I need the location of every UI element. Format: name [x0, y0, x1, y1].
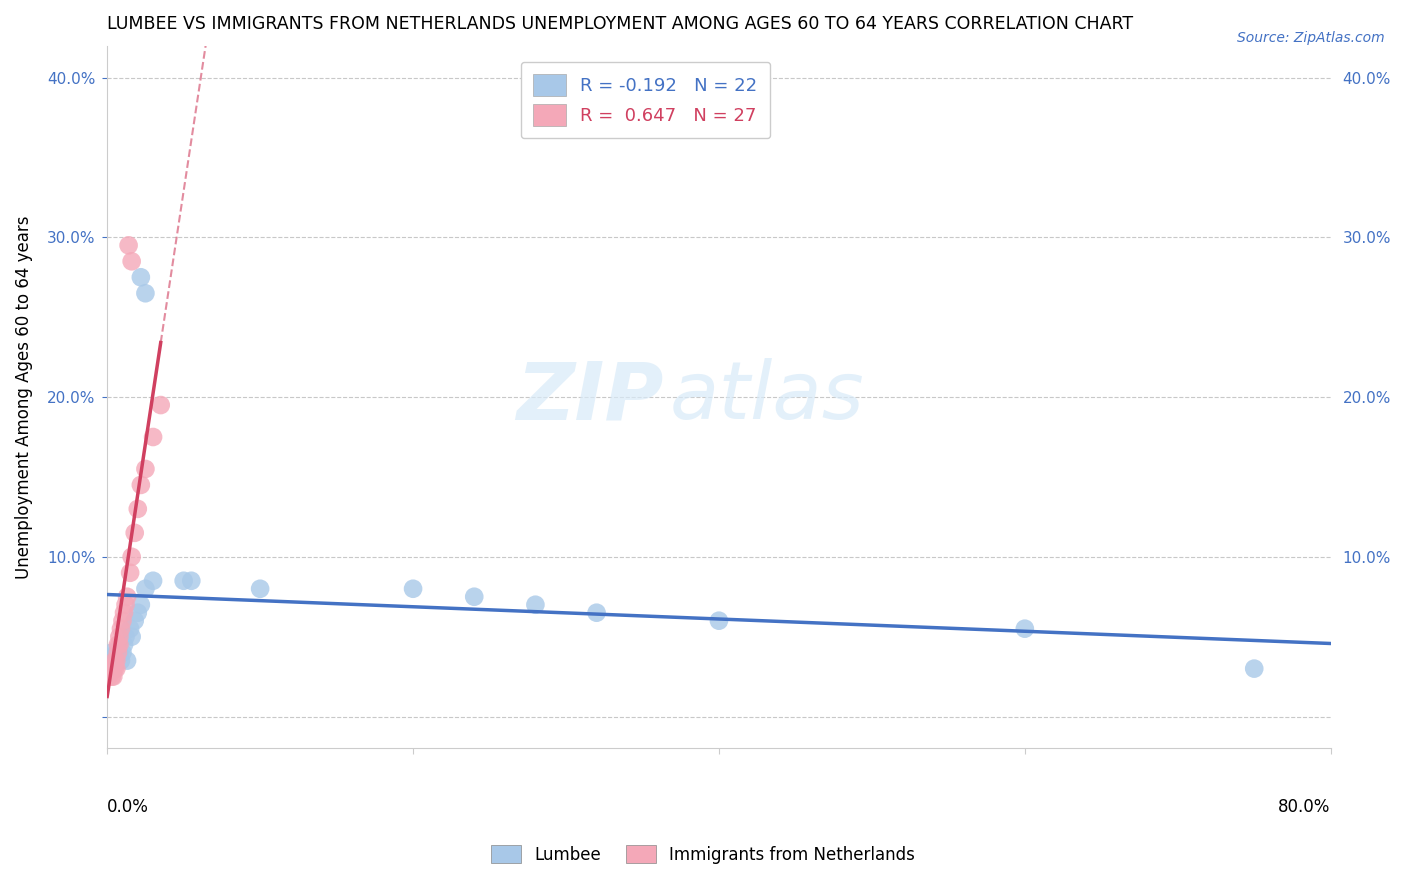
Point: [524, 598, 547, 612]
Point: [1014, 622, 1036, 636]
Point: [111, 646, 134, 660]
Point: [115, 654, 138, 668]
Point: [117, 238, 139, 252]
Point: [142, 430, 165, 444]
Point: [105, 646, 128, 660]
Legend: Lumbee, Immigrants from Netherlands: Lumbee, Immigrants from Netherlands: [484, 838, 922, 871]
Point: [249, 582, 271, 596]
Point: [127, 501, 149, 516]
Point: [107, 638, 129, 652]
Point: [104, 654, 127, 668]
Point: [129, 270, 152, 285]
Point: [103, 662, 125, 676]
Point: [173, 574, 195, 588]
Point: [108, 646, 131, 660]
Point: [402, 582, 425, 596]
Point: [110, 622, 132, 636]
Point: [129, 478, 152, 492]
Point: [97, 670, 120, 684]
Text: 80.0%: 80.0%: [1278, 797, 1330, 815]
Text: 0.0%: 0.0%: [107, 797, 149, 815]
Point: [111, 614, 134, 628]
Point: [1243, 662, 1265, 676]
Point: [105, 654, 128, 668]
Point: [121, 549, 143, 564]
Point: [105, 662, 128, 676]
Point: [463, 590, 485, 604]
Point: [129, 598, 152, 612]
Point: [112, 606, 135, 620]
Point: [149, 398, 172, 412]
Point: [107, 646, 129, 660]
Point: [121, 630, 143, 644]
Point: [108, 630, 131, 644]
Point: [134, 286, 156, 301]
Point: [120, 566, 142, 580]
Point: [134, 462, 156, 476]
Point: [101, 646, 124, 660]
Point: [585, 606, 607, 620]
Point: [120, 622, 142, 636]
Point: [104, 654, 127, 668]
Point: [104, 662, 127, 676]
Point: [124, 614, 146, 628]
Point: [124, 525, 146, 540]
Point: [112, 638, 135, 652]
Point: [108, 638, 131, 652]
Point: [114, 598, 136, 612]
Point: [121, 254, 143, 268]
Point: [115, 590, 138, 604]
Legend: R = -0.192   N = 22, R =  0.647   N = 27: R = -0.192 N = 22, R = 0.647 N = 27: [520, 62, 770, 138]
Point: [134, 582, 156, 596]
Point: [107, 646, 129, 660]
Point: [110, 654, 132, 668]
Point: [707, 614, 730, 628]
Text: atlas: atlas: [671, 358, 865, 436]
Text: Source: ZipAtlas.com: Source: ZipAtlas.com: [1237, 31, 1385, 45]
Y-axis label: Unemployment Among Ages 60 to 64 years: Unemployment Among Ages 60 to 64 years: [15, 215, 32, 579]
Point: [101, 662, 124, 676]
Text: ZIP: ZIP: [516, 358, 664, 436]
Point: [103, 670, 125, 684]
Point: [114, 630, 136, 644]
Point: [101, 670, 124, 684]
Point: [127, 606, 149, 620]
Point: [142, 574, 165, 588]
Point: [98, 662, 121, 676]
Text: LUMBEE VS IMMIGRANTS FROM NETHERLANDS UNEMPLOYMENT AMONG AGES 60 TO 64 YEARS COR: LUMBEE VS IMMIGRANTS FROM NETHERLANDS UN…: [107, 15, 1133, 33]
Point: [180, 574, 202, 588]
